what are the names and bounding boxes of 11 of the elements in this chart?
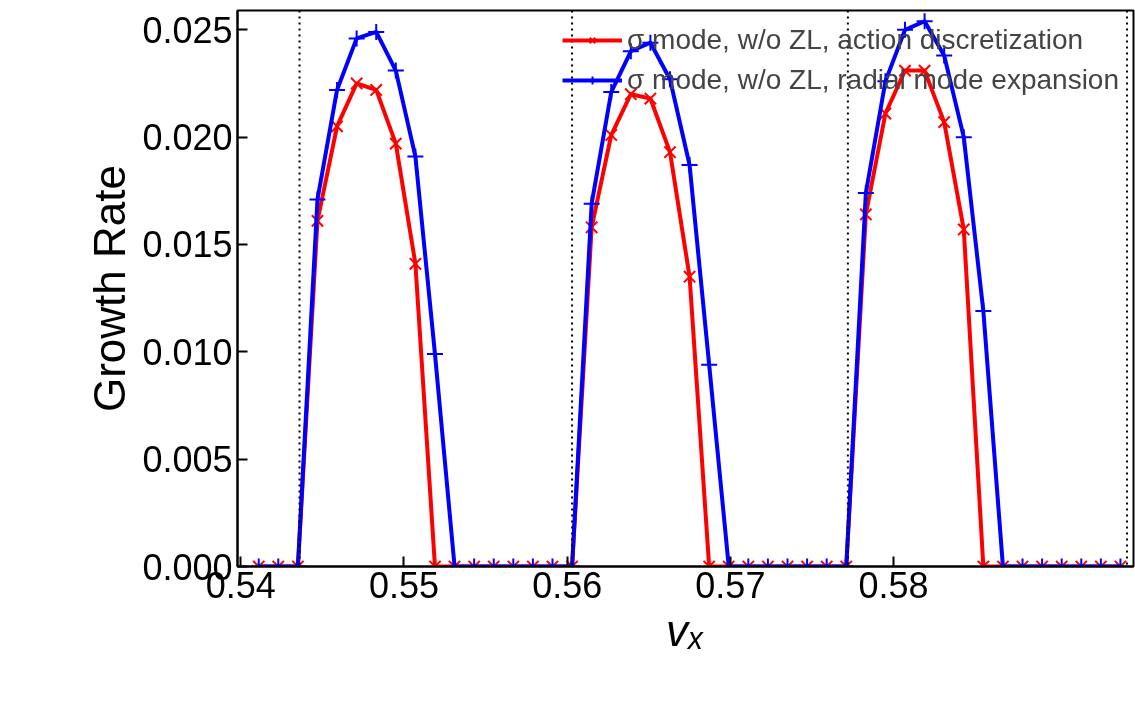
y-tick-label: 0.025	[142, 9, 233, 51]
x-tick-label: 0.56	[532, 564, 603, 606]
y-axis-title: Growth Rate	[85, 165, 135, 412]
x-tick-label: 0.57	[695, 564, 766, 606]
y-tick-label: 0.020	[142, 117, 233, 159]
x-tick-label: 0.58	[858, 564, 929, 606]
y-tick-label: 0.015	[142, 224, 233, 266]
y-tick-label: 0.010	[142, 331, 233, 373]
x-axis-title: vₓ	[666, 605, 705, 655]
x-tick-label: 0.55	[368, 564, 440, 606]
y-tick-label: 0.005	[142, 439, 233, 481]
